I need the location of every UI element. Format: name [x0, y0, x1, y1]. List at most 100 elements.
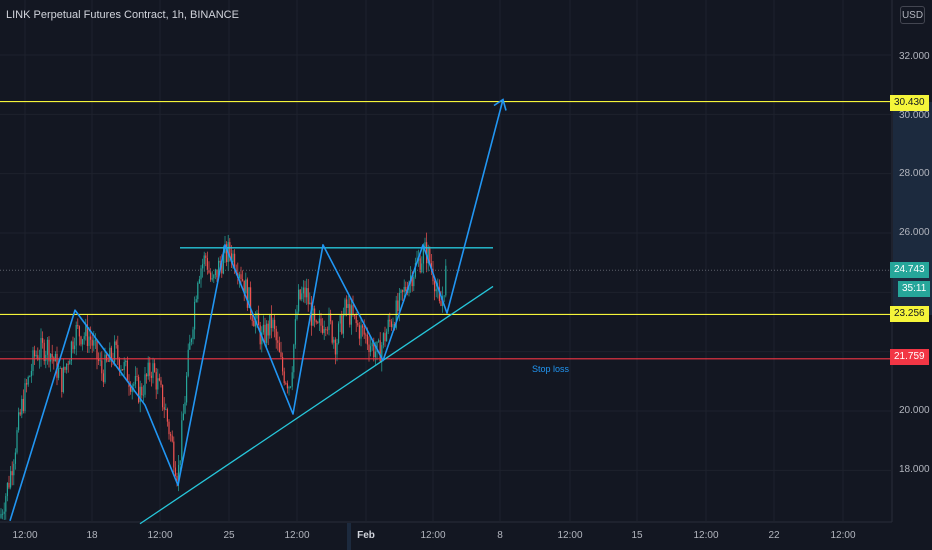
candle-body	[266, 323, 268, 344]
candle-body	[184, 402, 186, 414]
candle-body	[398, 292, 400, 312]
candle-body	[5, 496, 7, 512]
candle-body	[382, 333, 384, 346]
candle-body	[70, 341, 72, 361]
candle-body	[189, 342, 191, 350]
time-tick: 22	[768, 530, 780, 541]
candle-body	[77, 325, 79, 327]
candle-body	[94, 339, 96, 341]
candle-body	[218, 260, 220, 278]
candle-body	[397, 300, 399, 312]
candle-body	[251, 313, 253, 321]
candle-body	[440, 301, 442, 306]
candle-body	[165, 409, 167, 411]
candle-body	[326, 329, 328, 331]
candle-body	[242, 279, 244, 281]
candle-body	[64, 367, 66, 370]
price-range-highlight	[893, 102, 932, 315]
candle-body	[107, 360, 109, 362]
candle-body	[62, 367, 64, 393]
candle-body	[176, 475, 178, 483]
price-tick-28: 28.000	[899, 168, 930, 179]
candle-body	[136, 376, 138, 377]
candle-body	[126, 360, 128, 382]
candle-body	[338, 323, 340, 344]
candle-body	[91, 339, 93, 346]
candle-body	[245, 279, 247, 294]
candle-body	[234, 253, 236, 270]
candle-body	[154, 363, 156, 372]
candle-body	[307, 288, 309, 305]
candle-body	[194, 301, 196, 330]
candle-body	[197, 282, 199, 300]
time-tick: 12:00	[830, 530, 856, 541]
time-tick: 12:00	[693, 530, 719, 541]
candle-body	[74, 345, 76, 350]
time-axis[interactable]	[0, 523, 892, 550]
candle-body	[269, 313, 271, 336]
candle-body	[134, 376, 136, 385]
candle-body	[58, 368, 60, 378]
candle-body	[171, 435, 173, 442]
candle-body	[312, 308, 314, 326]
candle-body	[298, 289, 300, 312]
time-tick: 12:00	[12, 530, 38, 541]
candle-body	[226, 244, 228, 263]
candle-body	[274, 319, 276, 329]
candle-body	[248, 287, 250, 308]
candle-body	[259, 325, 261, 345]
candle-body	[344, 299, 346, 315]
candle-body	[389, 319, 391, 322]
candle-body	[390, 321, 392, 328]
candle-body	[155, 371, 157, 390]
candle-body	[285, 382, 287, 384]
candle-body	[283, 371, 285, 383]
candle-body	[354, 314, 356, 316]
candle-body	[3, 511, 5, 514]
candle-body	[40, 338, 42, 358]
candle-body	[69, 360, 71, 365]
candle-body	[82, 339, 84, 345]
target-arrow-head	[493, 98, 507, 111]
candle-body	[328, 313, 330, 330]
candle-body	[21, 398, 23, 415]
currency-button[interactable]: USD	[900, 6, 925, 24]
candle-body	[114, 341, 116, 363]
price-tick-20: 20.000	[899, 405, 930, 416]
candle-body	[133, 384, 135, 386]
candle-body	[403, 286, 405, 292]
time-tick: 12:00	[284, 530, 310, 541]
candle-body	[213, 274, 215, 279]
candle-body	[115, 341, 117, 346]
candle-body	[435, 289, 437, 292]
price-tick-26: 26.000	[899, 227, 930, 238]
candle-body	[130, 386, 132, 392]
candle-body	[147, 362, 149, 377]
time-tick: 15	[631, 530, 643, 541]
candle-body	[267, 323, 269, 336]
candle-body	[59, 367, 61, 369]
candle-body	[2, 513, 4, 515]
candle-body	[170, 434, 172, 436]
candle-body	[37, 355, 39, 360]
candle-body	[144, 374, 146, 395]
candle-body	[414, 263, 416, 277]
candle-body	[304, 287, 306, 298]
candle-body	[426, 242, 428, 264]
candle-body	[110, 347, 112, 361]
candle-body	[22, 398, 24, 411]
time-tick: 12:00	[557, 530, 583, 541]
candle-body	[443, 295, 445, 297]
candle-body	[182, 413, 184, 421]
candle-body	[422, 248, 424, 264]
candle-body	[101, 360, 103, 374]
candle-body	[99, 360, 101, 362]
candle-body	[368, 344, 370, 353]
candle-body	[26, 383, 28, 385]
bar-countdown-badge: 35:11	[898, 281, 931, 297]
time-tick: 12:00	[420, 530, 446, 541]
candle-body	[379, 340, 381, 362]
candle-body	[35, 355, 37, 357]
